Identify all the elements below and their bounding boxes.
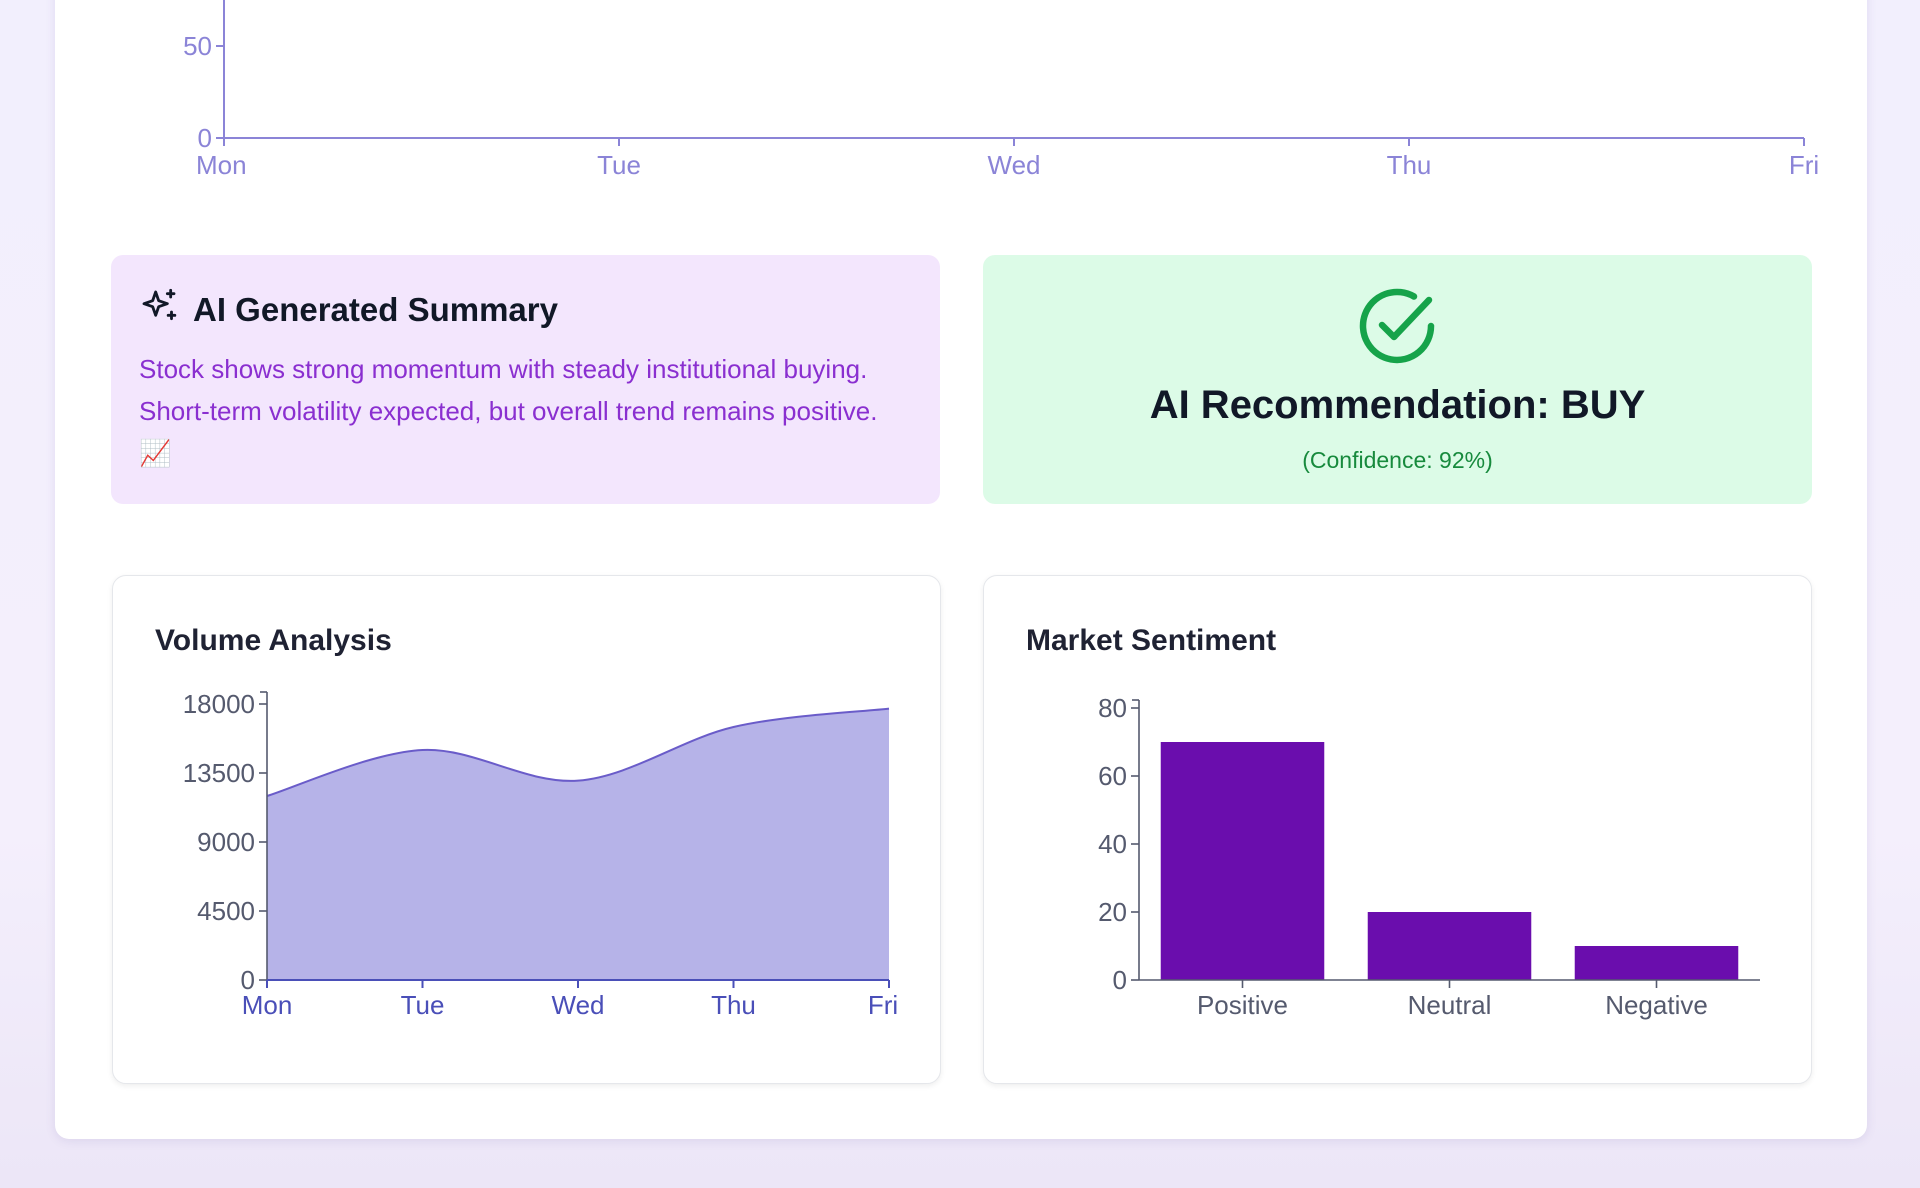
sentiment-bar — [1367, 912, 1532, 980]
volume-title: Volume Analysis — [155, 624, 392, 657]
volume-line — [266, 707, 890, 797]
x-tick-label: Mon — [242, 990, 293, 1020]
sentiment-bar — [1574, 946, 1739, 980]
x-tick-label: Wed — [552, 990, 605, 1020]
volume-analysis-card: Volume Analysis 0 4500 9000 13500 18000 Mon Tu… — [112, 575, 941, 1084]
sentiment-bar — [1160, 742, 1325, 980]
x-tick-label: Negative — [1605, 990, 1708, 1020]
x-tick-label: Thu — [711, 990, 756, 1020]
y-tick-label: 50 — [183, 31, 212, 61]
x-tick-label: Neutral — [1408, 990, 1492, 1020]
summary-text: Stock shows strong momentum with steady … — [139, 354, 878, 468]
price-chart-partial: 0 50 Mon Tue Wed Thu Fri — [183, 0, 1819, 180]
x-tick-label: Fri — [868, 990, 898, 1020]
y-tick-label: 20 — [1098, 897, 1127, 927]
x-tick-label: Mon — [196, 150, 247, 180]
recommendation-title: AI Recommendation: BUY — [1149, 383, 1646, 427]
y-tick-label: 0 — [198, 123, 212, 153]
y-tick-label: 13500 — [183, 758, 255, 788]
x-tick-label: Wed — [988, 150, 1041, 180]
x-tick-label: Tue — [597, 150, 641, 180]
y-tick-label: 18000 — [183, 689, 255, 719]
recommendation-confidence: (Confidence: 92%) — [1302, 447, 1493, 473]
x-tick-label: Tue — [401, 990, 445, 1020]
x-tick-label: Thu — [1387, 150, 1432, 180]
ai-summary-panel: AI Generated Summary Stock shows strong … — [111, 255, 940, 504]
y-tick-label: 9000 — [197, 827, 255, 857]
volume-area-chart: 0 4500 9000 13500 18000 Mon Tue Wed Thu Fri — [183, 689, 898, 1020]
y-tick-label: 60 — [1098, 761, 1127, 791]
sparkles-icon — [139, 287, 179, 332]
market-sentiment-card: Market Sentiment 0 20 40 60 80 Positive Neutra… — [983, 575, 1812, 1084]
sentiment-bar-chart: 0 20 40 60 80 Positive Neutral Negative — [1098, 693, 1760, 1020]
y-tick-label: 40 — [1098, 829, 1127, 859]
y-tick-label: 80 — [1098, 693, 1127, 723]
volume-area — [267, 708, 889, 980]
check-circle-icon — [1356, 285, 1438, 372]
ai-recommendation-panel: AI Recommendation: BUY (Confidence: 92%) — [983, 255, 1812, 504]
x-tick-label: Positive — [1197, 990, 1288, 1020]
y-tick-label: 4500 — [197, 896, 255, 926]
x-tick-label: Fri — [1789, 150, 1819, 180]
y-tick-label: 0 — [241, 965, 255, 995]
summary-title: AI Generated Summary — [193, 290, 558, 328]
y-tick-label: 0 — [1113, 965, 1127, 995]
sentiment-title: Market Sentiment — [1026, 624, 1277, 657]
